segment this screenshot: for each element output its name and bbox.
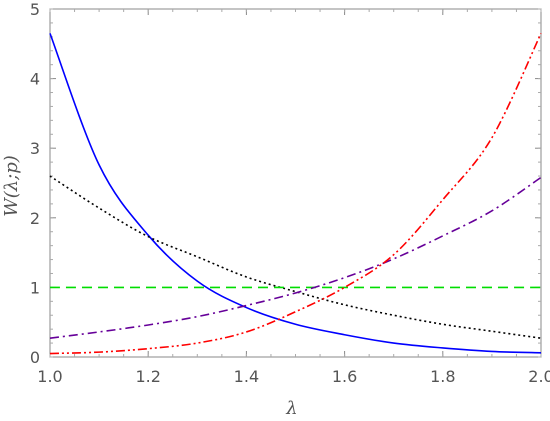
x-axis-title: λ <box>285 398 297 419</box>
series-line-1 <box>49 33 542 354</box>
y-axis-title: W(λ;p) <box>1 155 22 217</box>
x-tick-label: 1.2 <box>135 367 160 386</box>
series-line-5 <box>49 33 542 355</box>
series-line-2 <box>49 175 542 340</box>
plot-border <box>49 8 542 358</box>
y-tick-label: 3 <box>30 139 40 158</box>
x-tick-label: 2.0 <box>528 367 550 386</box>
y-tick-label: 1 <box>30 278 40 297</box>
x-tick-label: 1.8 <box>430 367 455 386</box>
y-tick-label: 0 <box>30 348 40 367</box>
series-line-4 <box>49 176 542 340</box>
axis-ticks <box>49 8 542 358</box>
x-tick-label: 1.6 <box>332 367 357 386</box>
y-tick-label: 4 <box>30 70 40 89</box>
x-tick-label: 1.4 <box>234 367 259 386</box>
y-tick-label: 2 <box>30 209 40 228</box>
tick-labels: 1.0 1.2 1.4 1.6 1.8 2.0 0 1 2 3 4 5 <box>30 0 550 386</box>
x-tick-label: 1.0 <box>37 367 62 386</box>
plot-frame <box>49 8 542 358</box>
y-tick-label: 5 <box>30 0 40 19</box>
series-lines <box>49 33 542 355</box>
